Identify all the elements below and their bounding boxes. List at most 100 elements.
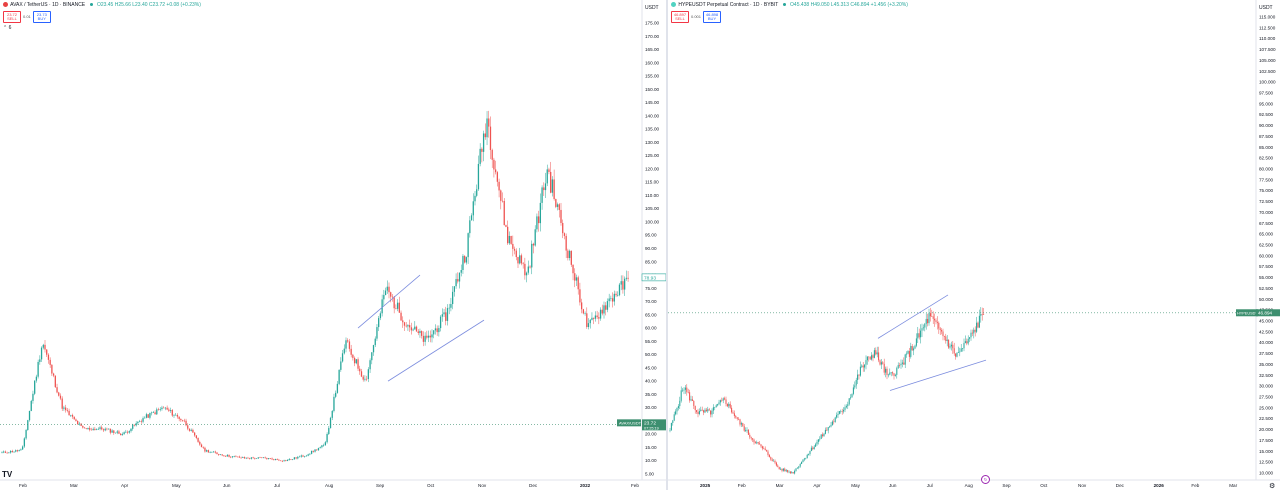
candle <box>693 400 695 410</box>
candle-body <box>512 243 514 249</box>
candle-body <box>969 337 971 339</box>
gear-icon[interactable]: ⚙ <box>1269 483 1276 490</box>
candle-body <box>90 429 93 431</box>
candle-body <box>264 457 266 459</box>
candle <box>904 353 906 369</box>
jump-to-realtime-icon[interactable]: ↻ <box>981 475 990 484</box>
ohlc-values: O45.438 H49.050 L45.313 C46.894 +1.456 (… <box>790 2 908 8</box>
candle-body <box>749 434 751 438</box>
candle-body <box>443 312 445 315</box>
candle-body <box>508 235 511 244</box>
candle <box>711 408 713 418</box>
candle-body <box>193 432 196 436</box>
candle-body <box>381 299 383 314</box>
candle <box>701 406 703 412</box>
candle-body <box>606 301 609 310</box>
candle <box>212 450 215 453</box>
candle-body <box>813 446 815 450</box>
candle <box>465 256 468 265</box>
candle-body <box>403 322 406 326</box>
candle-body <box>946 339 948 341</box>
candle-body <box>722 398 724 401</box>
candle <box>52 372 55 378</box>
time-tick-label: Apr <box>121 483 129 488</box>
sell-button[interactable]: 46.897 SELL <box>671 10 689 23</box>
tradingview-logo[interactable]: TV <box>2 470 13 479</box>
candle <box>247 456 249 459</box>
candle-body <box>587 323 590 328</box>
candle-body <box>128 431 130 433</box>
candle-body <box>866 356 868 361</box>
buy-label: BUY <box>37 15 46 21</box>
chart-canvas-avax[interactable]: USDT 175.00 170.00 165.00 160.00 155.00 150.00… <box>0 0 666 490</box>
candle <box>183 418 185 423</box>
candle-body <box>89 427 91 430</box>
candle-body <box>683 389 685 391</box>
candle-body <box>575 277 578 281</box>
candle <box>887 373 889 378</box>
price-tick-label: 50.00 <box>645 352 657 357</box>
candle-body <box>934 318 936 321</box>
candle <box>238 455 241 458</box>
candle-body <box>482 133 485 152</box>
price-tick-label: 87.500 <box>1259 134 1273 139</box>
candle <box>563 232 566 240</box>
candle <box>704 407 706 414</box>
chart-pane-avax[interactable]: USDT 175.00 170.00 165.00 160.00 155.00 150.00… <box>0 0 666 490</box>
candle <box>736 416 738 421</box>
buy-button[interactable]: 23.73 BUY <box>32 10 51 23</box>
candle <box>838 410 840 415</box>
candle <box>474 191 476 206</box>
candle <box>37 359 39 379</box>
candle-body <box>470 215 473 221</box>
candle <box>441 308 443 322</box>
chart-canvas-hype[interactable]: USDT 115.000 112.500 110.000 107.500 105.000 1… <box>668 0 1280 490</box>
candle <box>749 432 751 440</box>
candle <box>956 352 958 358</box>
candle <box>837 410 839 418</box>
candle-body <box>372 345 375 353</box>
candle-body <box>833 421 835 423</box>
candle <box>766 449 768 452</box>
sell-button[interactable]: 23.72 SELL <box>3 10 21 23</box>
candle <box>879 359 881 366</box>
symbol-title[interactable]: AVAX / TetherUS · 1D · BINANCE <box>10 2 86 8</box>
candle-body <box>613 293 615 302</box>
candle-body <box>125 431 127 433</box>
candle <box>300 454 302 458</box>
candle <box>288 458 290 461</box>
candle <box>312 450 314 453</box>
symbol-title[interactable]: HYPEUSDT Perpetual Contract · 1D · BYBIT <box>678 2 779 8</box>
candle-body <box>955 353 957 357</box>
candle-body <box>795 468 797 471</box>
candle-body <box>171 410 173 416</box>
candle <box>226 454 228 457</box>
candle-body <box>8 452 10 454</box>
candle-body <box>321 445 323 448</box>
candle-body <box>360 371 363 377</box>
candle <box>556 202 559 211</box>
candle <box>400 310 402 322</box>
indicators-collapse-toggle[interactable]: ⌃ 6 <box>3 25 12 31</box>
buy-button[interactable]: 46.898 BUY <box>703 10 722 23</box>
candle <box>725 396 727 407</box>
candle <box>350 344 352 358</box>
candle-body <box>903 362 905 365</box>
candle-body <box>367 369 370 379</box>
chart-pane-hype[interactable]: USDT 115.000 112.500 110.000 107.500 105.000 1… <box>668 0 1280 490</box>
candle-body <box>611 298 614 302</box>
candle-body <box>58 392 60 396</box>
candle-body <box>343 348 345 354</box>
currency-label: USDT <box>1259 5 1273 11</box>
candle-body <box>850 397 852 399</box>
candle-body <box>350 348 352 355</box>
candle <box>848 398 850 406</box>
candle <box>907 350 909 355</box>
candle-body <box>166 407 168 410</box>
price-tick-label: 75.00 <box>645 286 657 291</box>
candle-body <box>580 302 583 310</box>
candle-body <box>787 470 789 472</box>
candle-body <box>286 459 289 462</box>
pane-divider[interactable] <box>666 0 668 490</box>
candle-body <box>824 429 826 434</box>
